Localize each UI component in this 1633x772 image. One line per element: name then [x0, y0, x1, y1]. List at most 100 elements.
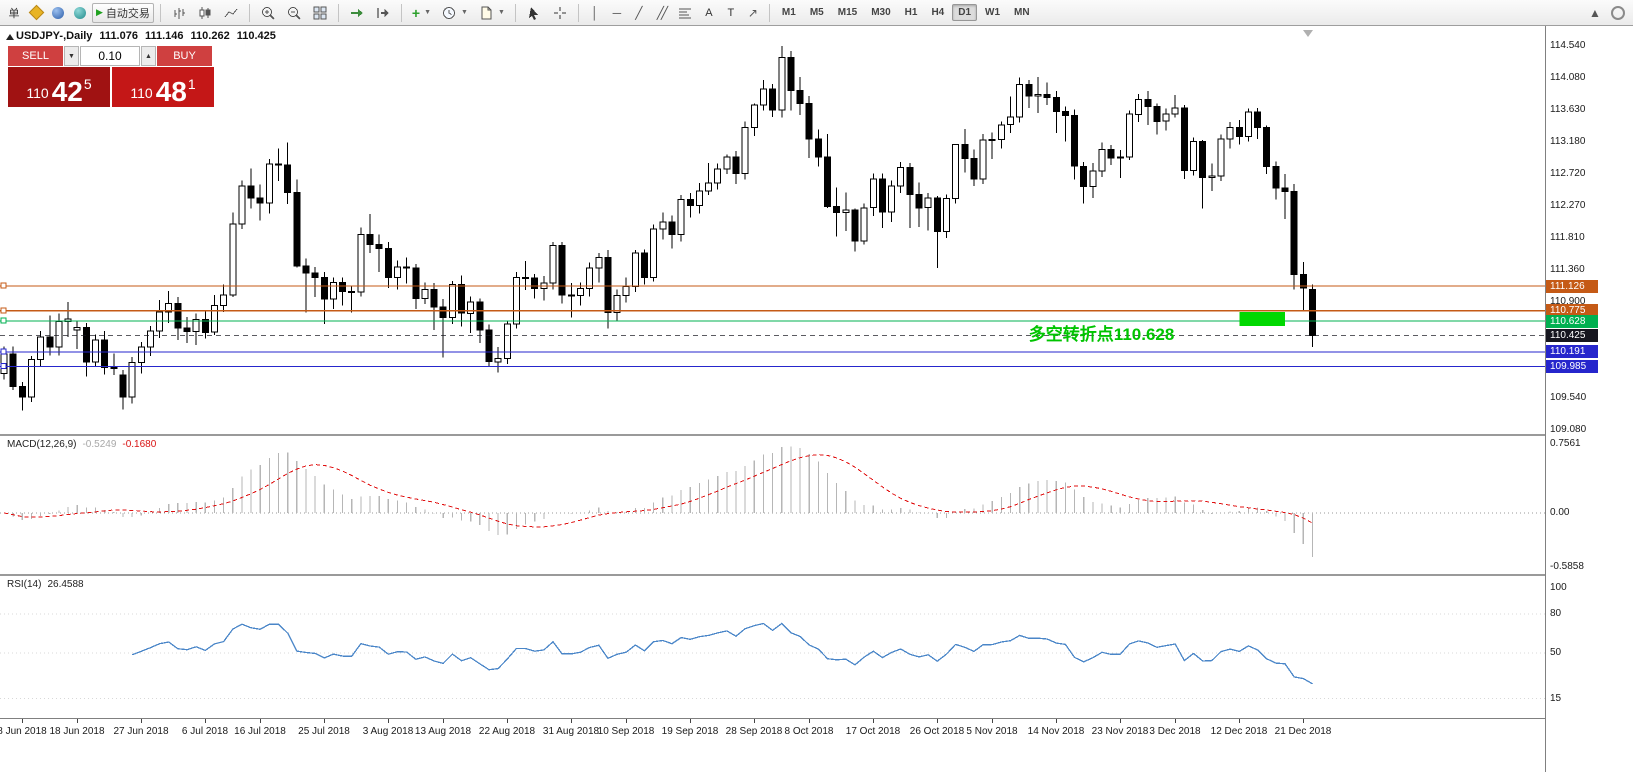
crosshair-button[interactable]: [548, 3, 572, 23]
buy-button[interactable]: BUY: [157, 46, 212, 66]
horizontal-line-icon: ─: [612, 5, 622, 20]
timeframe-m15[interactable]: M15: [832, 4, 863, 21]
timeframe-h4[interactable]: H4: [925, 4, 950, 21]
rectangle-object[interactable]: [1239, 312, 1286, 327]
price-level-tag: 110.628: [1546, 315, 1598, 328]
auto-scroll-icon: [350, 8, 363, 17]
fibonacci-tool-button[interactable]: [673, 3, 697, 23]
volume-down-button[interactable]: ▼: [64, 46, 79, 66]
zoom-out-icon: [287, 6, 301, 20]
trendline-tool-button[interactable]: ╱: [629, 3, 649, 23]
toolbar-separator: [337, 3, 339, 22]
toolbar-separator: [248, 3, 250, 22]
chart-shift-icon: [376, 7, 389, 18]
rsi-panel[interactable]: RSI(14) 26.4588: [0, 576, 1545, 718]
down-arrow-icon: ▼: [68, 52, 75, 60]
timeframe-d1[interactable]: D1: [952, 4, 978, 21]
line-anchor-handle[interactable]: [0, 348, 7, 355]
navigator-button[interactable]: [70, 3, 90, 23]
vertical-line-tool-button[interactable]: │: [585, 3, 605, 23]
market-watch-icon: [52, 6, 64, 19]
candlestick-chart-button[interactable]: [193, 3, 217, 23]
toolbar-separator: [400, 3, 402, 22]
chart-shift-marker-icon[interactable]: [1303, 30, 1313, 37]
volume-up-button[interactable]: ▲: [141, 46, 156, 66]
zoom-in-button[interactable]: [256, 3, 280, 23]
timeframe-h1[interactable]: H1: [899, 4, 924, 21]
line-anchor-handle[interactable]: [0, 317, 7, 324]
macd-panel[interactable]: MACD(12,26,9) -0.5249 -0.1680: [0, 436, 1545, 574]
rsi-svg: [0, 613, 1545, 699]
price-level-tag: 110.775: [1546, 304, 1598, 317]
sell-button[interactable]: SELL: [8, 46, 63, 66]
scroll-up-button[interactable]: ▲: [1585, 3, 1605, 23]
label-tool-button[interactable]: T: [721, 3, 741, 23]
arrows-tool-button[interactable]: ↗: [743, 3, 763, 23]
indicators-button[interactable]: + ▼: [408, 3, 435, 23]
price-axis-label: 113.180: [1550, 136, 1586, 147]
time-axis-tick: [507, 719, 508, 723]
rsi-axis-label: 80: [1550, 608, 1562, 619]
panel-resize-handle[interactable]: [0, 574, 1545, 576]
auto-scroll-button[interactable]: [345, 3, 369, 23]
time-axis-label: 13 Aug 2018: [414, 726, 472, 737]
price-axis[interactable]: 114.540 114.080 113.630 113.180 112.720 112.2…: [1545, 26, 1633, 772]
time-axis-tick: [1056, 719, 1057, 723]
time-axis-tick: [690, 719, 691, 723]
line-chart-icon: [224, 8, 238, 17]
new-order-button[interactable]: 单: [4, 3, 24, 23]
time-axis-label: 8 Oct 2018: [784, 726, 834, 737]
buy-price-display[interactable]: 110 48 1: [112, 67, 214, 107]
periods-button[interactable]: ▼: [437, 3, 472, 23]
timeframe-m1[interactable]: M1: [776, 4, 802, 21]
timeframe-w1[interactable]: W1: [979, 4, 1006, 21]
zoom-out-button[interactable]: [282, 3, 306, 23]
time-axis-tick: [260, 719, 261, 723]
line-anchor-handle[interactable]: [0, 307, 7, 314]
panel-resize-handle[interactable]: [0, 434, 1545, 436]
zoom-in-icon: [261, 6, 275, 20]
tile-windows-button[interactable]: [308, 3, 332, 23]
bar-chart-button[interactable]: [167, 3, 191, 23]
time-axis-tick: [809, 719, 810, 723]
time-axis-tick: [873, 719, 874, 723]
time-axis-tick: [754, 719, 755, 723]
time-axis-label: 3 Aug 2018: [362, 726, 414, 737]
navigator-icon: [74, 6, 86, 19]
collapse-triangle-icon[interactable]: [6, 34, 14, 40]
macd-signal-line: [3, 454, 1313, 528]
rsi-label: RSI(14) 26.4588: [7, 579, 84, 590]
sell-price-sup: 5: [83, 76, 92, 92]
line-chart-button[interactable]: [219, 3, 243, 23]
channel-tool-button[interactable]: ╱╱: [651, 3, 671, 23]
text-annotation[interactable]: 多空转折点110.628: [1028, 325, 1175, 344]
cursor-button[interactable]: [522, 3, 546, 23]
timeframe-m5[interactable]: M5: [804, 4, 830, 21]
market-watch-button[interactable]: [48, 3, 68, 23]
toolbar-separator: [514, 3, 516, 22]
new-chart-button[interactable]: [26, 3, 46, 23]
chevron-down-icon: ▼: [497, 9, 505, 16]
price-level-tag: 110.191: [1546, 345, 1598, 358]
price-axis-label: 112.720: [1550, 168, 1586, 179]
time-axis[interactable]: 8 Jun 2018 18 Jun 2018 27 Jun 2018 6 Jul 20…: [0, 718, 1545, 741]
template-icon: [481, 6, 492, 19]
line-anchor-handle[interactable]: [0, 282, 7, 289]
timeframe-m30[interactable]: M30: [865, 4, 896, 21]
autotrading-button[interactable]: ▶ 自动交易: [92, 2, 154, 23]
line-anchor-handle[interactable]: [0, 362, 7, 369]
horizontal-line-tool-button[interactable]: ─: [607, 3, 627, 23]
price-axis-label: 112.270: [1550, 200, 1586, 211]
text-tool-button[interactable]: A: [699, 3, 719, 23]
price-axis-label: 109.080: [1550, 424, 1587, 435]
templates-button[interactable]: ▼: [474, 3, 509, 23]
timeframe-mn[interactable]: MN: [1008, 4, 1036, 21]
autotrading-play-icon: ▶: [96, 7, 103, 17]
toolbar-customize-button[interactable]: [1607, 3, 1629, 23]
time-axis-label: 6 Jul 2018: [181, 726, 229, 737]
main-chart-area[interactable]: USDJPY-,Daily 111.076 111.146 110.262 11…: [0, 26, 1545, 434]
sell-price-display[interactable]: 110 42 5: [8, 67, 110, 107]
rsi-value: 26.4588: [47, 579, 84, 590]
volume-input[interactable]: [80, 46, 140, 66]
chart-shift-button[interactable]: [371, 3, 395, 23]
